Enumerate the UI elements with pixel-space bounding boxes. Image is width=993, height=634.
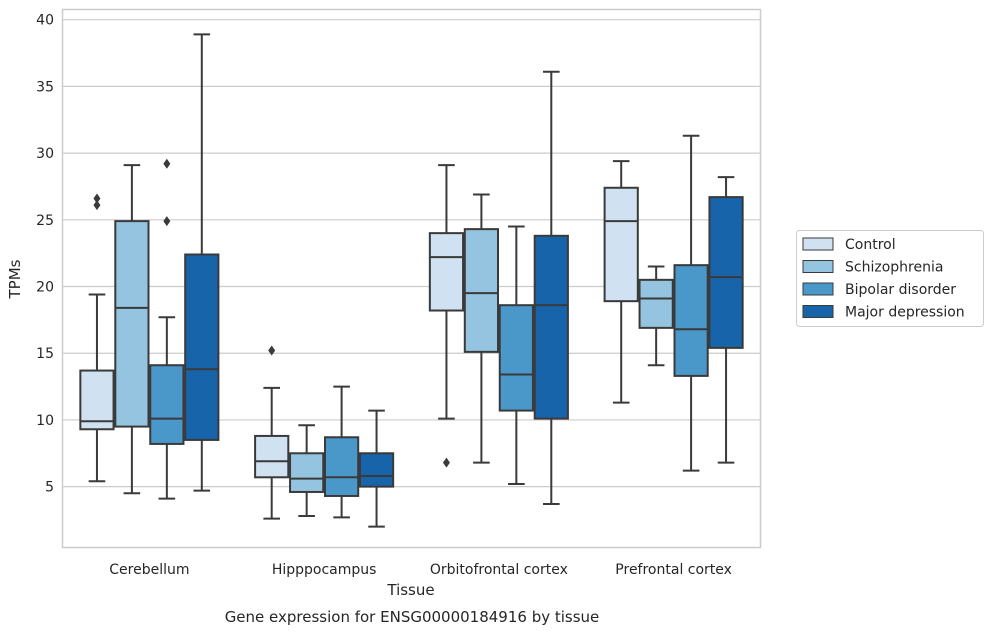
box-iqr xyxy=(149,364,185,445)
box-prefrontal-cortex-control xyxy=(603,160,639,404)
box-cerebellum-bipolar-disorder xyxy=(149,158,185,500)
box-iqr xyxy=(289,452,325,493)
legend-label-control: Control xyxy=(845,237,896,253)
outlier-point xyxy=(163,158,171,169)
y-axis-title: TPMs xyxy=(6,259,24,299)
x-tick-label: Hipppocampus xyxy=(272,562,377,578)
y-tick-label: 15 xyxy=(36,346,54,362)
box-hipppocampus-control xyxy=(254,345,290,520)
box-iqr xyxy=(533,234,569,420)
box-orbitofrontal-cortex-schizophrenia xyxy=(463,193,500,464)
legend-frame xyxy=(796,230,984,327)
box-cerebellum-schizophrenia xyxy=(114,164,150,495)
box-iqr xyxy=(79,369,115,431)
legend-swatch-major-depression xyxy=(802,305,834,318)
box-prefrontal-cortex-major-depression xyxy=(708,176,744,464)
legend-swatch-bipolar-disorder xyxy=(802,282,834,296)
box-iqr xyxy=(323,436,360,497)
y-tick-label: 20 xyxy=(36,280,54,296)
box-iqr xyxy=(673,264,709,377)
box-orbitofrontal-cortex-bipolar-disorder xyxy=(498,225,534,485)
y-tick-label: 25 xyxy=(36,213,54,229)
box-iqr xyxy=(603,186,639,303)
box-iqr xyxy=(463,228,500,353)
y-tick-label: 40 xyxy=(36,13,54,29)
box-orbitofrontal-cortex-major-depression xyxy=(533,70,569,505)
box-iqr xyxy=(498,304,534,412)
y-tick-label: 5 xyxy=(45,480,54,496)
legend-label-bipolar-disorder: Bipolar disorder xyxy=(845,282,956,298)
box-plots xyxy=(79,33,744,528)
outlier-point xyxy=(268,345,276,356)
x-tick-label: Cerebellum xyxy=(109,562,189,578)
y-axis-ticks: 5 10 15 20 25 30 35 40 xyxy=(36,13,54,496)
legend: Control Schizophrenia Bipolar disorder Majo… xyxy=(796,230,984,327)
legend-swatch-control xyxy=(802,237,834,251)
box-prefrontal-cortex-schizophrenia xyxy=(638,265,674,367)
legend-swatch-schizophrenia xyxy=(802,260,834,273)
box-orbitofrontal-cortex-control xyxy=(428,164,465,468)
x-axis-ticks: Cerebellum Hipppocampus Orbitofrontal cort… xyxy=(109,562,732,578)
box-iqr xyxy=(254,434,290,479)
box-iqr xyxy=(114,220,150,428)
outlier-point xyxy=(93,200,101,211)
outlier-point xyxy=(93,193,101,204)
box-hipppocampus-schizophrenia xyxy=(289,424,325,517)
x-tick-label: Orbitofrontal cortex xyxy=(430,562,568,578)
box-iqr xyxy=(184,253,220,441)
legend-label-major-depression: Major depression xyxy=(845,305,965,321)
outlier-point xyxy=(442,457,450,468)
legend-label-schizophrenia: Schizophrenia xyxy=(845,260,943,276)
box-iqr xyxy=(428,232,465,312)
y-tick-label: 10 xyxy=(36,413,54,429)
box-iqr xyxy=(708,196,744,349)
y-tick-label: 35 xyxy=(36,79,54,95)
x-axis-title: Tissue xyxy=(386,581,434,599)
y-tick-label: 30 xyxy=(36,146,54,162)
x-tick-label: Prefrontal cortex xyxy=(615,562,732,578)
outlier-point xyxy=(163,216,171,227)
box-hipppocampus-bipolar-disorder xyxy=(323,385,360,519)
box-cerebellum-major-depression xyxy=(184,33,220,492)
plot-frame xyxy=(61,8,762,549)
box-iqr xyxy=(638,278,674,329)
box-prefrontal-cortex-bipolar-disorder xyxy=(673,134,709,472)
box-iqr xyxy=(358,452,395,488)
box-hipppocampus-major-depression xyxy=(358,409,395,528)
box-cerebellum-control xyxy=(79,193,115,483)
chart-caption: Gene expression for ENSG00000184916 by t… xyxy=(225,608,600,626)
